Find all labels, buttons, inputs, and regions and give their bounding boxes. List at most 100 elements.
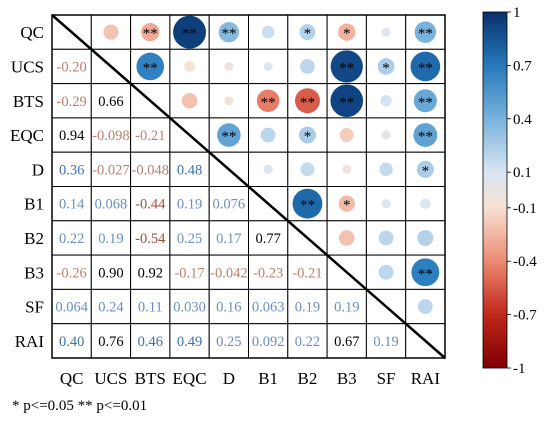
matrix-marks: ** ** ** * * **** ** * **** ** ** **** * ***** ***-0.2… <box>55 15 441 350</box>
row-label: B2 <box>24 229 44 248</box>
matrix-cell <box>90 151 132 187</box>
colorbar-tick-label: 0.7 <box>513 58 532 74</box>
correlation-value: 0.22 <box>295 334 320 350</box>
matrix-cell <box>169 288 210 325</box>
correlation-value: 0.40 <box>59 334 84 350</box>
column-label: UCS <box>94 369 127 388</box>
correlation-circle <box>141 22 160 42</box>
correlation-value: 0.94 <box>59 128 85 144</box>
matrix-cell <box>248 254 289 290</box>
correlation-circle <box>381 130 391 140</box>
significance-mark: * <box>304 129 312 145</box>
colorbar-tick-label: 0.4 <box>513 112 532 128</box>
correlation-value: 0.076 <box>213 197 246 213</box>
matrix-cell <box>287 323 328 359</box>
correlation-value: 0.19 <box>334 300 359 316</box>
correlation-value: -0.027 <box>92 162 129 178</box>
correlation-circle <box>224 96 234 106</box>
row-label: UCS <box>11 57 44 76</box>
correlation-value: 0.36 <box>59 162 84 178</box>
significance-mark: * <box>304 26 312 42</box>
row-label: EQC <box>10 126 44 145</box>
correlation-value: 0.17 <box>216 231 241 247</box>
correlation-value: 0.063 <box>252 300 285 316</box>
correlation-value: 0.030 <box>173 300 206 316</box>
correlation-circle <box>417 229 434 246</box>
correlation-circle <box>338 230 355 246</box>
correlation-value: 0.22 <box>59 231 84 247</box>
matrix-cell <box>169 254 210 290</box>
correlation-value: 0.064 <box>55 300 88 316</box>
correlation-circle <box>381 27 391 37</box>
correlation-circle <box>377 58 395 75</box>
correlation-value: 0.49 <box>177 334 202 350</box>
correlation-value: 0.46 <box>138 334 163 350</box>
column-label: D <box>223 369 235 388</box>
correlation-value: 0.068 <box>95 197 128 213</box>
significance-mark: ** <box>339 95 354 111</box>
matrix-cell <box>130 186 171 222</box>
matrix-cell <box>51 186 92 222</box>
row-label: SF <box>25 298 44 317</box>
correlation-value: -0.17 <box>174 265 204 281</box>
matrix-cell <box>208 288 249 325</box>
correlation-value: -0.29 <box>57 94 87 110</box>
colorbar-tick-label: -0.7 <box>513 308 537 324</box>
correlation-value: 0.14 <box>59 197 85 213</box>
diagonal-line <box>51 14 446 359</box>
matrix-cell <box>208 186 249 222</box>
matrix-cell <box>90 83 132 119</box>
correlation-circle <box>263 61 273 71</box>
significance-mark: ** <box>300 95 315 111</box>
matrix-cell <box>51 83 92 119</box>
significance-mark: ** <box>143 26 158 42</box>
colorbar: 1 0.7 0.4 0.1 -0.1 -0.4 -0.7 -1 <box>482 5 537 377</box>
significance-mark: ** <box>221 26 236 42</box>
matrix-cell <box>90 254 132 290</box>
correlation-circle <box>413 89 437 113</box>
significance-mark: ** <box>418 60 433 76</box>
matrix-cell <box>169 186 210 222</box>
colorbar-tick-label: -1 <box>513 361 526 377</box>
matrix-cell <box>51 323 92 359</box>
row-label: B1 <box>24 195 44 214</box>
correlation-circle <box>410 51 441 82</box>
column-label: BTS <box>135 369 166 388</box>
correlation-circle <box>181 92 198 109</box>
matrix-cell <box>169 48 210 85</box>
row-label: RAI <box>15 332 45 351</box>
matrix-cell <box>248 323 289 359</box>
correlation-circle <box>338 23 356 41</box>
correlation-value: 0.24 <box>98 300 124 316</box>
correlation-circle <box>256 89 280 113</box>
correlation-circle <box>224 61 234 71</box>
correlation-circle <box>420 198 431 209</box>
correlation-value: 0.77 <box>255 231 280 247</box>
correlation-value: 0.19 <box>98 231 123 247</box>
correlation-circle <box>380 95 392 107</box>
correlation-circle <box>261 25 275 39</box>
correlation-circle <box>378 230 394 246</box>
colorbar-tick-label: -0.4 <box>513 254 537 270</box>
row-label: D <box>32 160 44 179</box>
correlation-value: 0.19 <box>177 197 202 213</box>
matrix-cell <box>90 288 132 325</box>
significance-mark: ** <box>221 129 236 145</box>
correlation-value: 0.76 <box>98 334 123 350</box>
correlation-circle <box>381 199 391 209</box>
correlation-value: 0.66 <box>98 94 123 110</box>
significance-mark: ** <box>418 129 433 145</box>
colorbar-gradient <box>483 12 507 368</box>
significance-mark: * <box>422 163 430 179</box>
significance-mark: ** <box>418 26 433 42</box>
correlation-value: -0.042 <box>210 265 247 281</box>
correlation-circle <box>103 24 119 40</box>
correlation-value: -0.048 <box>132 162 169 178</box>
correlation-value: -0.098 <box>92 128 129 144</box>
correlation-value: 0.48 <box>177 162 202 178</box>
significance-mark: * <box>382 60 390 76</box>
correlation-value: -0.26 <box>57 265 87 281</box>
correlation-value: 0.19 <box>295 300 320 316</box>
correlation-value: 0.25 <box>216 334 241 350</box>
column-label: B2 <box>298 369 318 388</box>
